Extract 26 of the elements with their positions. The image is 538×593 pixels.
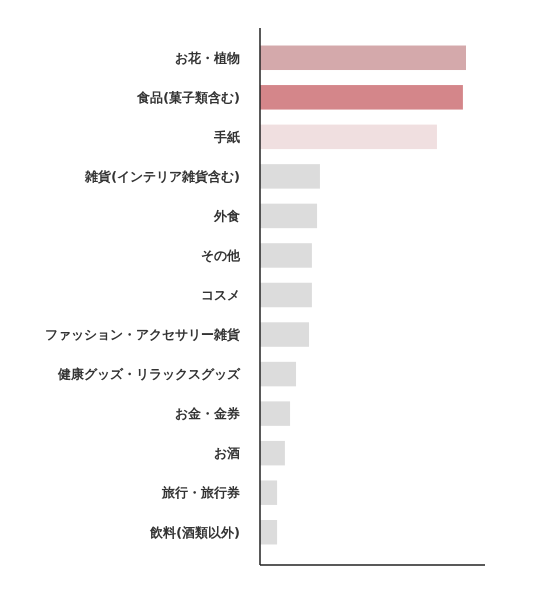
bar xyxy=(260,480,278,505)
bar xyxy=(260,204,318,228)
bar xyxy=(260,164,320,189)
y-tick-label: 食品(菓子類含む) xyxy=(136,90,240,106)
bar xyxy=(260,282,312,308)
y-tick-label: 外食 xyxy=(213,209,240,224)
bar xyxy=(260,124,437,150)
bar xyxy=(260,440,285,466)
y-tick-label: 旅行・旅行券 xyxy=(161,485,240,502)
y-tick-label: ファッション・アクセサリー雑貨 xyxy=(45,327,241,344)
y-tick-label: 手紙 xyxy=(213,129,240,146)
bar xyxy=(260,401,290,426)
bar xyxy=(260,322,310,347)
y-tick-label: お金・金券 xyxy=(175,407,240,422)
bar xyxy=(260,85,463,110)
bar xyxy=(260,362,296,386)
y-tick-label: 飲料(酒類以外) xyxy=(149,524,240,541)
y-tick-label: 健康グッズ・リラックスグッズ xyxy=(57,366,241,383)
bar xyxy=(260,243,312,268)
bar xyxy=(260,520,278,544)
y-tick-label: お酒 xyxy=(214,446,240,462)
y-tick-label: 雑貨(インテリア雑貨含む) xyxy=(84,168,240,185)
y-tick-label: コスメ xyxy=(201,288,240,304)
y-tick-label: その他 xyxy=(201,249,241,264)
bar xyxy=(260,46,466,70)
y-tick-label: お花・植物 xyxy=(175,51,240,66)
